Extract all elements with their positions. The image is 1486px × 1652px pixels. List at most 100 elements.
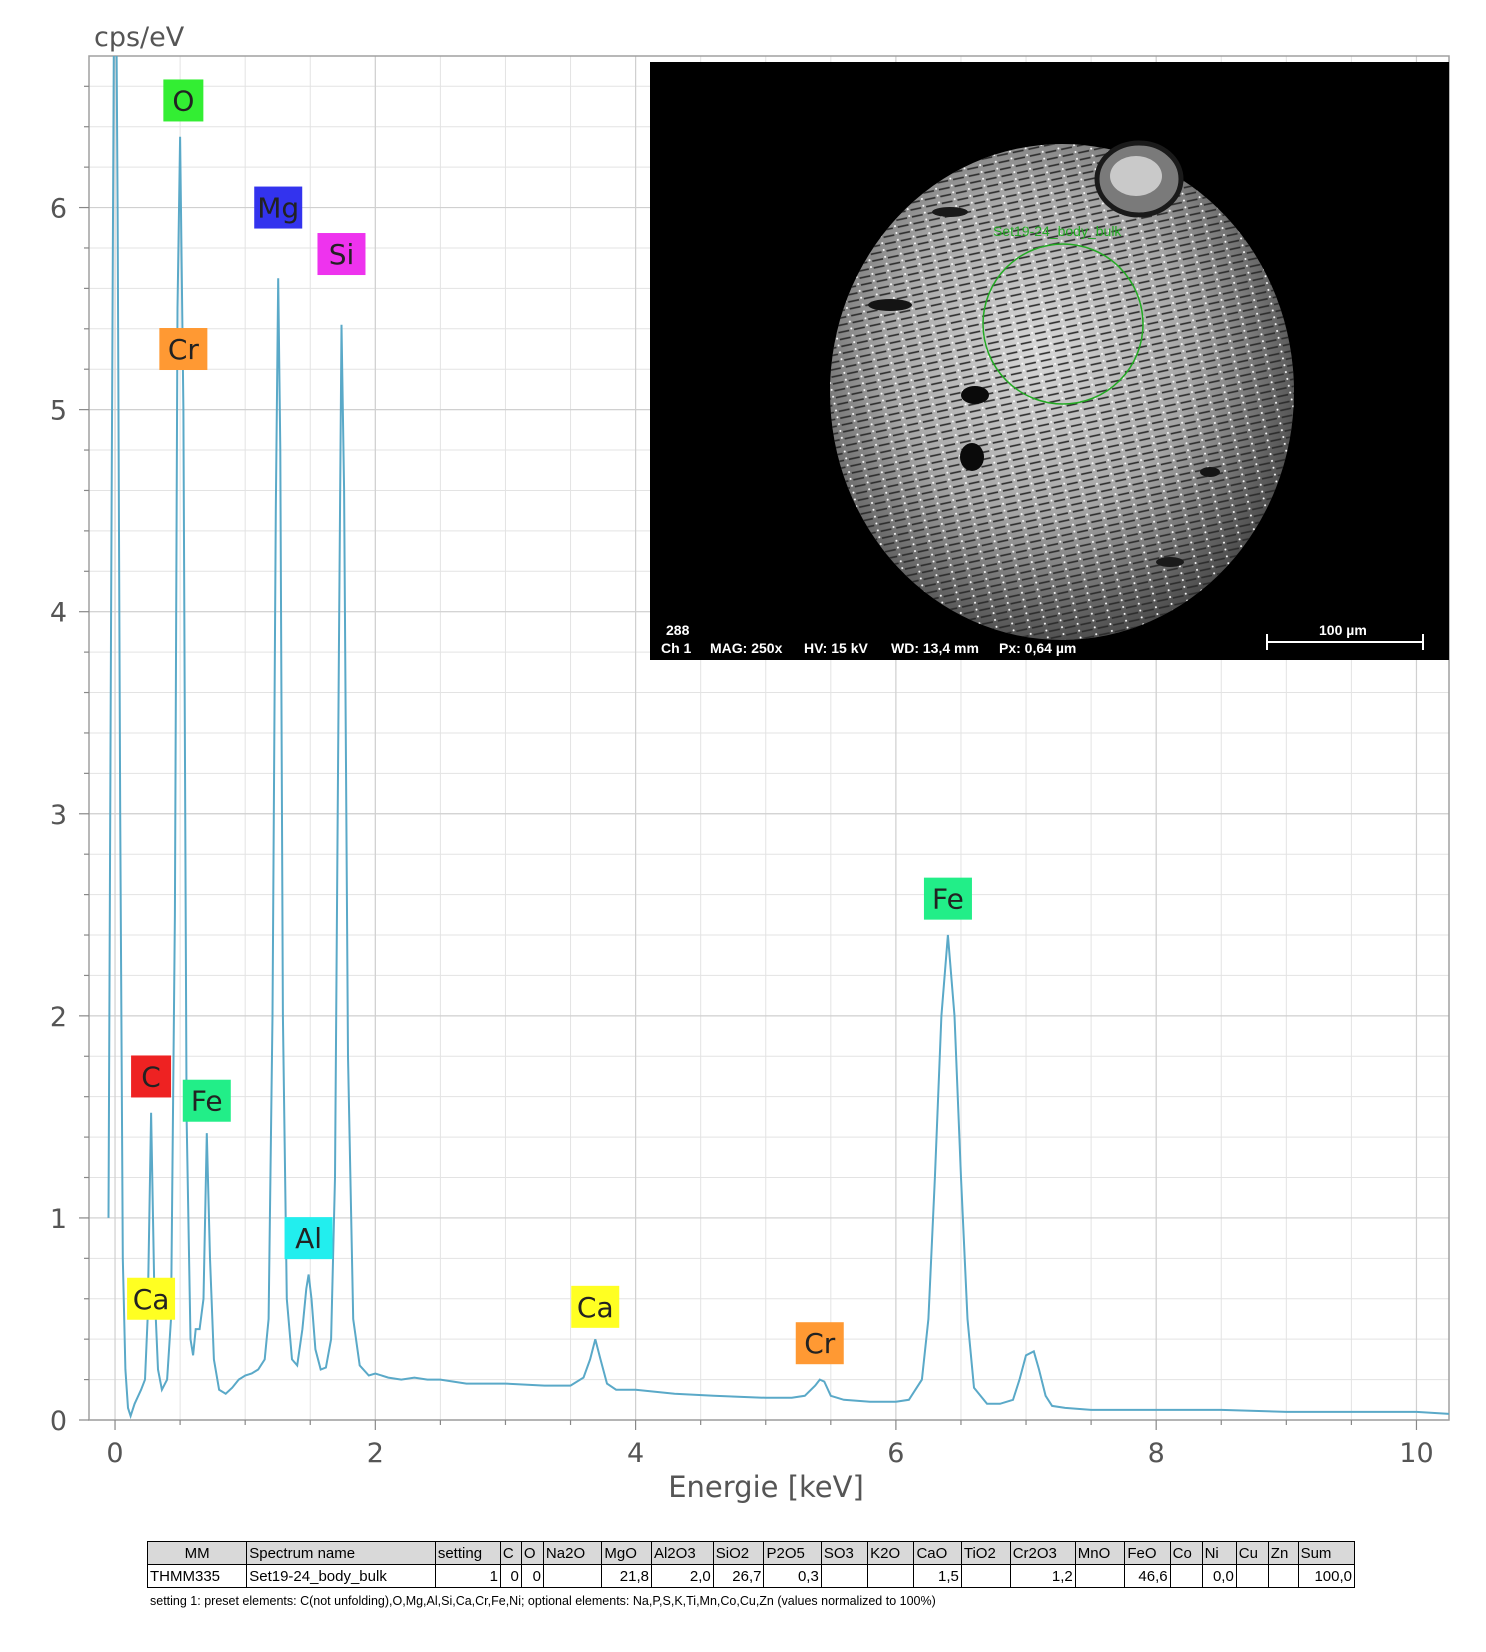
sem-channel: Ch 1	[661, 640, 692, 656]
peak-label: Cr	[159, 328, 208, 371]
peak-label-text: Fe	[932, 883, 964, 916]
table-cell: Al2O3	[650, 1541, 714, 1565]
table-cell	[820, 1564, 869, 1588]
x-tick-label: 10	[1399, 1438, 1433, 1469]
table-cell: MnO	[1074, 1541, 1126, 1565]
peak-label-box	[571, 1285, 620, 1328]
table-cell: 0,0	[1201, 1564, 1237, 1588]
y-axis-label: cps/eV	[94, 22, 185, 53]
peak-label-text: Fe	[191, 1085, 223, 1118]
table-cell: P2O5	[763, 1541, 822, 1565]
peak-label-box	[163, 79, 204, 122]
peak-label-box	[127, 1277, 176, 1320]
analysis-region-marker	[982, 243, 1144, 405]
table-cell: FeO	[1124, 1541, 1171, 1565]
table-cell: Co	[1169, 1541, 1203, 1565]
peak-label-text: Si	[329, 238, 355, 271]
table-cell: 1	[434, 1564, 501, 1588]
table-header-row: MM Spectrum name setting C O Na2O MgO Al2O3 SiO2…	[146, 1541, 1356, 1565]
table-cell	[1267, 1564, 1299, 1588]
table-cell: Spectrum name	[246, 1541, 436, 1565]
peak-label-box	[795, 1322, 844, 1365]
peak-label-text: Ca	[133, 1283, 170, 1316]
peak-label-box	[923, 877, 972, 920]
peak-label-box	[131, 1055, 172, 1098]
table-cell: THMM335	[146, 1564, 248, 1588]
peak-label: C	[131, 1055, 172, 1098]
table-cell: Na2O	[542, 1541, 603, 1565]
table-cell	[1235, 1564, 1269, 1588]
table-cell: K2O	[867, 1541, 915, 1565]
table-cell: TiO2	[960, 1541, 1011, 1565]
y-tick-label: 2	[50, 1002, 67, 1033]
peak-label-box	[159, 328, 208, 371]
peak-label-text: Cr	[168, 333, 200, 366]
sem-sphere	[830, 140, 1294, 640]
table-cell: Ni	[1201, 1541, 1237, 1565]
table-cell: 21,8	[601, 1564, 652, 1588]
sem-pixel-size: Px: 0,64 µm	[999, 640, 1077, 656]
y-tick-label: 4	[50, 598, 67, 629]
table-cell: CaO	[913, 1541, 962, 1565]
table-cell: MgO	[601, 1541, 652, 1565]
scale-bar-label: 100 µm	[1319, 622, 1367, 638]
peak-label-text: Ca	[577, 1291, 614, 1324]
x-axis-label: Energie [keV]	[668, 1470, 864, 1504]
peak-label-text: O	[172, 84, 194, 117]
table-cell: Zn	[1267, 1541, 1299, 1565]
peak-label-box	[317, 233, 366, 276]
peak-label: Ca	[127, 1277, 176, 1320]
y-tick-label: 6	[50, 194, 67, 225]
peak-label-box	[284, 1217, 333, 1260]
sem-image-id: 288	[666, 622, 690, 638]
sem-image-panel: Set19-24_body_bulk 288 Ch 1 MAG: 250x HV…	[650, 62, 1449, 660]
table-cell: 2,0	[650, 1564, 714, 1588]
x-tick-label: 2	[367, 1438, 384, 1469]
table-cell: Cr2O3	[1009, 1541, 1076, 1565]
peak-label: Si	[317, 233, 366, 276]
peak-label-box	[254, 186, 303, 229]
x-tick-label: 8	[1148, 1438, 1165, 1469]
axis-ticks: 0 2 4 6 8 10 0 1 2 3 4 5 6	[50, 85, 1434, 1469]
peak-label: Fe	[182, 1079, 231, 1122]
scale-bar	[1266, 634, 1424, 650]
table-cell: 0	[520, 1564, 544, 1588]
table-cell: 0,3	[763, 1564, 822, 1588]
table-cell: C	[499, 1541, 522, 1565]
sem-high-voltage: HV: 15 kV	[804, 640, 868, 656]
x-tick-label: 6	[887, 1438, 904, 1469]
table-cell: Sum	[1297, 1541, 1356, 1565]
peak-label: Cr	[795, 1322, 844, 1365]
peak-labels: O Cr Mg Si C Fe Al Ca Ca Cr Fe	[127, 79, 972, 1365]
peak-label: O	[163, 79, 204, 122]
peak-label: Mg	[254, 186, 303, 229]
sem-micrograph: Set19-24_body_bulk	[830, 140, 1424, 650]
peak-label-text: C	[141, 1060, 161, 1093]
y-tick-label: 5	[50, 396, 67, 427]
table-cell: 46,6	[1124, 1564, 1171, 1588]
table-cell: SO3	[820, 1541, 869, 1565]
peak-label-text: Al	[295, 1222, 322, 1255]
table-cell: setting	[434, 1541, 501, 1565]
y-tick-label: 3	[50, 800, 67, 831]
table-cell: 100,0	[1297, 1564, 1356, 1588]
x-tick-label: 0	[106, 1438, 123, 1469]
spectrum-line	[107, 56, 1449, 1420]
x-tick-label: 4	[627, 1438, 644, 1469]
table-cell: 1,5	[913, 1564, 962, 1588]
peak-label-text: Mg	[257, 192, 299, 225]
table-cell: Set19-24_body_bulk	[246, 1564, 436, 1588]
peak-label-text: Cr	[804, 1327, 836, 1360]
peak-label: Fe	[923, 877, 972, 920]
table-cell: Cu	[1235, 1541, 1269, 1565]
peak-label-box	[182, 1079, 231, 1122]
table-cell	[960, 1564, 1011, 1588]
table-cell: 1,2	[1009, 1564, 1076, 1588]
sem-magnification: MAG: 250x	[710, 640, 783, 656]
table-cell: MM	[146, 1541, 248, 1565]
table-footnote: setting 1: preset elements: C(not unfold…	[150, 1594, 936, 1608]
table-cell: SiO2	[712, 1541, 765, 1565]
peak-label: Ca	[571, 1285, 620, 1328]
table-cell: O	[520, 1541, 544, 1565]
peak-label: Al	[284, 1217, 333, 1260]
